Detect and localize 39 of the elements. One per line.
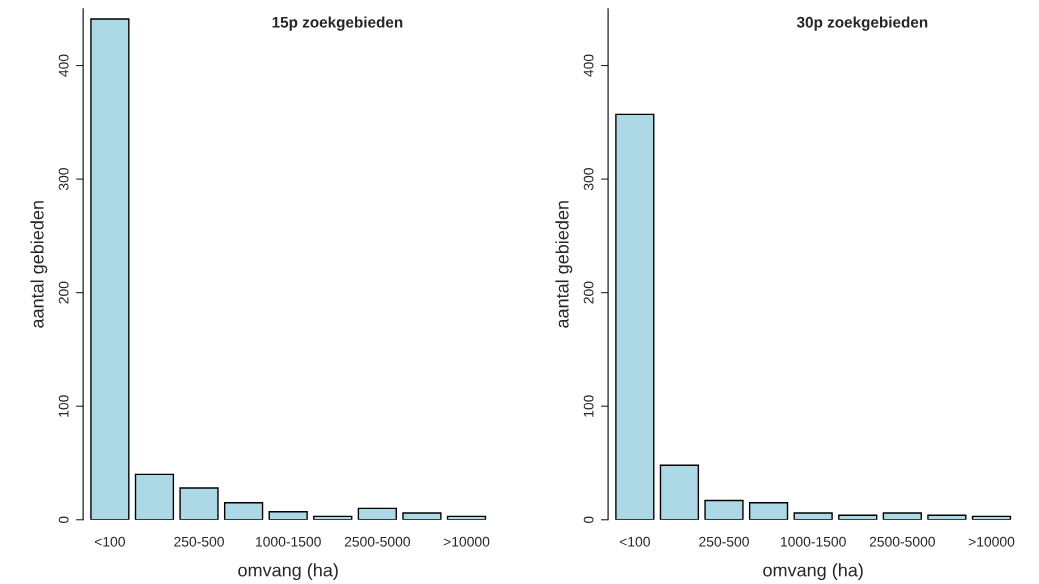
x-tick-label: 2500-5000 xyxy=(869,536,935,547)
y-tick-label: 300 xyxy=(583,168,594,191)
y-tick-label: 100 xyxy=(58,395,69,417)
bar xyxy=(357,507,397,520)
y-axis-title: aantal gebieden xyxy=(555,201,573,328)
x-tick-label: >10000 xyxy=(968,536,1015,547)
y-tick-label: 300 xyxy=(58,168,69,191)
y-tick-label: 400 xyxy=(58,54,69,77)
bar xyxy=(704,499,744,520)
x-tick-label: >10000 xyxy=(443,536,490,547)
y-tick-label: 200 xyxy=(583,281,594,304)
bar xyxy=(134,473,175,520)
x-tick-label: <100 xyxy=(619,536,650,547)
bar xyxy=(90,18,130,520)
bar xyxy=(793,512,833,520)
bar xyxy=(223,502,264,520)
y-tick-label: 400 xyxy=(583,54,594,77)
y-tick-label: 0 xyxy=(58,516,69,524)
x-tick-label: 250-500 xyxy=(699,536,749,547)
y-tick-label: 0 xyxy=(583,516,594,524)
x-tick-label: <100 xyxy=(94,536,125,547)
bar xyxy=(882,512,922,520)
y-tick-label: 200 xyxy=(58,281,69,304)
y-axis-title: aantal gebieden xyxy=(30,201,48,328)
x-tick-label: 2500-5000 xyxy=(344,536,411,547)
bar xyxy=(659,464,700,520)
x-tick-label: 1000-1500 xyxy=(781,536,846,547)
bar xyxy=(748,502,789,520)
bar xyxy=(402,512,442,520)
x-axis-title: omvang (ha) xyxy=(763,563,863,581)
chart-title: 30p zoekgebieden xyxy=(796,16,928,31)
y-tick-label: 100 xyxy=(583,395,594,417)
bar xyxy=(268,511,308,520)
x-axis-title: omvang (ha) xyxy=(238,563,338,581)
bar xyxy=(179,487,219,520)
x-tick-label: 250-500 xyxy=(174,536,224,547)
x-tick-label: 1000-1500 xyxy=(256,536,321,547)
chart-title: 15p zoekgebieden xyxy=(272,16,403,31)
bar xyxy=(615,113,655,520)
